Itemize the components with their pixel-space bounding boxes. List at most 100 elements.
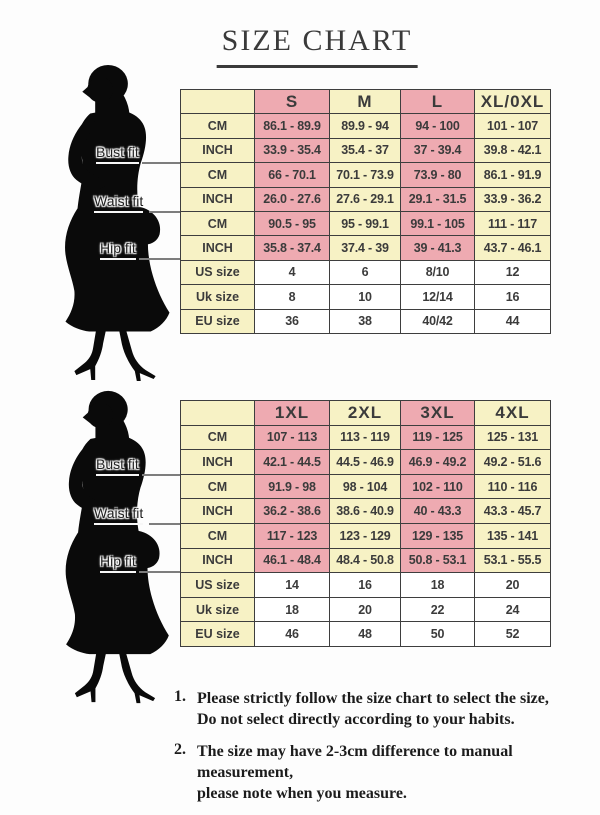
waist-fit-line	[149, 211, 181, 213]
value-cell: 20	[330, 597, 401, 623]
value-cell: 46.1 - 48.4	[255, 548, 330, 574]
waist-fit-label: Waist fit	[94, 505, 144, 525]
value-cell: 66 - 70.1	[255, 163, 330, 188]
value-cell: 33.9 - 36.2	[475, 187, 551, 212]
row-label-cell: US size	[181, 573, 255, 598]
row-label-cell: US size	[181, 260, 255, 286]
row-label-cell: INCH	[181, 548, 255, 574]
size-header-cell: XL/0XL	[475, 90, 551, 115]
value-cell: 40/42	[401, 309, 475, 334]
value-cell: 35.4 - 37	[330, 138, 401, 164]
value-cell: 37.4 - 39	[330, 236, 401, 261]
value-cell: 27.6 - 29.1	[330, 187, 401, 212]
size-header-cell: L	[401, 90, 475, 115]
row-label-cell: EU size	[181, 309, 255, 334]
value-cell: 12	[475, 260, 551, 286]
hip-fit-label: Hip fit	[100, 553, 136, 573]
corner-cell	[181, 90, 255, 115]
value-cell: 39.8 - 42.1	[475, 138, 551, 164]
waist-fit-line	[149, 523, 181, 525]
woman-silhouette-icon	[50, 62, 180, 384]
row-label-cell: CM	[181, 425, 255, 451]
row-label-cell: INCH	[181, 236, 255, 261]
value-cell: 18	[255, 597, 330, 623]
value-cell: 135 - 141	[475, 523, 551, 549]
value-cell: 95 - 99.1	[330, 211, 401, 237]
value-cell: 8	[255, 285, 330, 310]
value-cell: 16	[475, 285, 551, 310]
value-cell: 18	[401, 573, 475, 598]
bust-fit-line	[142, 474, 181, 476]
value-cell: 110 - 116	[475, 474, 551, 500]
hip-fit-line	[139, 258, 181, 260]
value-cell: 117 - 123	[255, 523, 330, 549]
value-cell: 86.1 - 89.9	[255, 114, 330, 139]
size-table-plus: 1XL 2XL 3XL 4XL CM 107 - 113 113 - 119 119 - 12…	[180, 400, 551, 647]
value-cell: 90.5 - 95	[255, 211, 330, 237]
value-cell: 89.9 - 94	[330, 114, 401, 139]
size-header-cell: M	[330, 90, 401, 115]
waist-fit-label: Waist fit	[94, 193, 144, 213]
value-cell: 73.9 - 80	[401, 163, 475, 188]
value-cell: 42.1 - 44.5	[255, 450, 330, 475]
value-cell: 101 - 107	[475, 114, 551, 139]
woman-silhouette-icon	[50, 388, 180, 706]
size-header-cell: 1XL	[255, 401, 330, 426]
value-cell: 107 - 113	[255, 425, 330, 451]
row-label-cell: INCH	[181, 138, 255, 164]
value-cell: 111 - 117	[475, 211, 551, 237]
footer-notes: 1. Please strictly follow the size chart…	[174, 688, 600, 815]
value-cell: 24	[475, 597, 551, 623]
value-cell: 86.1 - 91.9	[475, 163, 551, 188]
hip-fit-label: Hip fit	[100, 240, 136, 260]
row-label-cell: INCH	[181, 187, 255, 212]
row-label-cell: CM	[181, 211, 255, 237]
note-line: The size may have 2-3cm difference to ma…	[197, 743, 513, 781]
value-cell: 26.0 - 27.6	[255, 187, 330, 212]
size-header-cell: 2XL	[330, 401, 401, 426]
row-label-cell: CM	[181, 474, 255, 500]
value-cell: 99.1 - 105	[401, 211, 475, 237]
note-number: 2.	[174, 741, 186, 758]
value-cell: 20	[475, 573, 551, 598]
row-label-cell: CM	[181, 114, 255, 139]
row-label-cell: EU size	[181, 622, 255, 647]
value-cell: 39 - 41.3	[401, 236, 475, 261]
size-header-cell: S	[255, 90, 330, 115]
value-cell: 91.9 - 98	[255, 474, 330, 500]
size-header-cell: 4XL	[475, 401, 551, 426]
row-label-cell: INCH	[181, 450, 255, 475]
value-cell: 46	[255, 622, 330, 647]
row-label-cell: Uk size	[181, 597, 255, 623]
bust-fit-label: Bust fit	[96, 144, 139, 164]
value-cell: 38	[330, 309, 401, 334]
row-label-cell: Uk size	[181, 285, 255, 310]
value-cell: 12/14	[401, 285, 475, 310]
size-table-regular: S M L XL/0XL CM 86.1 - 89.9 89.9 - 94 94 - 100 1…	[180, 89, 551, 334]
woman-silhouette	[50, 388, 180, 706]
value-cell: 43.7 - 46.1	[475, 236, 551, 261]
bust-fit-line	[142, 162, 181, 164]
note-line: please note when you measure.	[197, 785, 407, 802]
woman-silhouette	[50, 62, 180, 384]
value-cell: 44	[475, 309, 551, 334]
value-cell: 70.1 - 73.9	[330, 163, 401, 188]
value-cell: 102 - 110	[401, 474, 475, 500]
bust-fit-label: Bust fit	[96, 456, 139, 476]
value-cell: 22	[401, 597, 475, 623]
value-cell: 98 - 104	[330, 474, 401, 500]
row-label-cell: CM	[181, 163, 255, 188]
value-cell: 16	[330, 573, 401, 598]
hip-fit-line	[139, 571, 181, 573]
value-cell: 50	[401, 622, 475, 647]
corner-cell	[181, 401, 255, 426]
value-cell: 48	[330, 622, 401, 647]
value-cell: 44.5 - 46.9	[330, 450, 401, 475]
note-line: Please strictly follow the size chart to…	[197, 690, 549, 707]
value-cell: 36.2 - 38.6	[255, 499, 330, 524]
value-cell: 8/10	[401, 260, 475, 286]
value-cell: 119 - 125	[401, 425, 475, 451]
value-cell: 123 - 129	[330, 523, 401, 549]
note-text: The size may have 2-3cm difference to ma…	[197, 741, 600, 804]
